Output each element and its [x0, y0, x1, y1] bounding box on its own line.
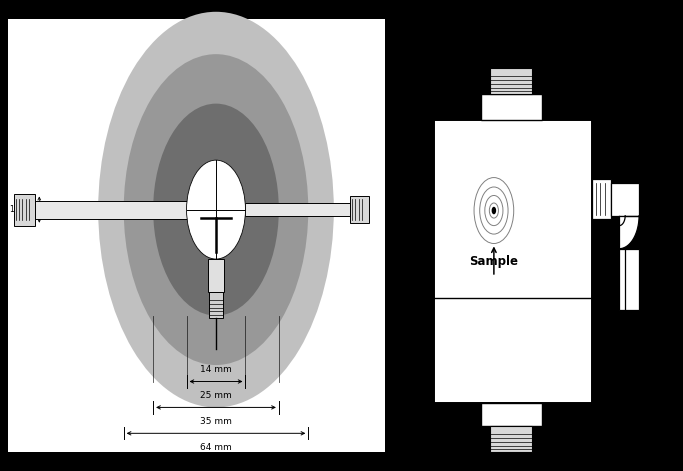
Bar	[434, 120, 592, 403]
Text: Sample: Sample	[469, 254, 518, 268]
Bar	[36, 201, 186, 219]
Ellipse shape	[186, 160, 245, 259]
Bar	[592, 179, 611, 219]
Text: 25 mm: 25 mm	[200, 391, 232, 400]
Bar	[611, 183, 639, 216]
Bar	[14, 194, 36, 226]
Bar	[490, 426, 533, 452]
Bar	[350, 196, 369, 223]
Ellipse shape	[186, 160, 245, 259]
Ellipse shape	[124, 54, 308, 365]
Wedge shape	[619, 216, 639, 249]
Bar	[482, 94, 542, 120]
Text: 35 mm: 35 mm	[200, 417, 232, 426]
Text: 64 mm: 64 mm	[200, 443, 232, 452]
Bar	[208, 259, 224, 292]
Text: HCl: HCl	[500, 10, 522, 24]
Ellipse shape	[153, 104, 279, 316]
Bar	[482, 403, 542, 426]
Bar	[208, 292, 223, 318]
Circle shape	[492, 207, 496, 214]
Bar	[490, 68, 533, 94]
Bar	[245, 203, 350, 216]
Bar	[619, 249, 639, 310]
Text: 14 mm: 14 mm	[200, 365, 232, 374]
Text: Ar: Ar	[645, 322, 660, 335]
Text: 11 mm: 11 mm	[10, 205, 36, 214]
Ellipse shape	[98, 12, 334, 407]
Text: 9 mm: 9 mm	[47, 205, 69, 214]
